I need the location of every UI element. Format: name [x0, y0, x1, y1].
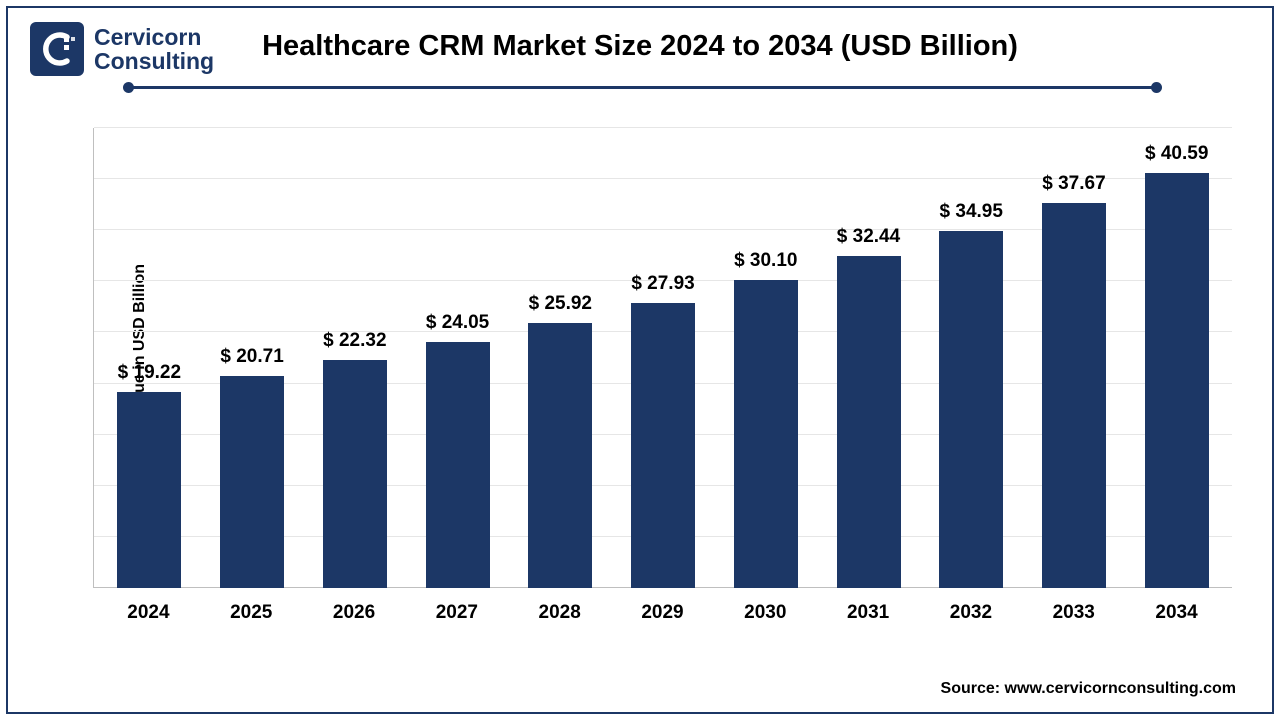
- bar-value-label: $ 40.59: [1145, 143, 1208, 165]
- plot-area: $ 19.22 $ 20.71 $ 22.32 $ 24.05 $ 25.92 $ 27.…: [93, 128, 1232, 588]
- bar-value-label: $ 30.10: [734, 250, 797, 272]
- bar-value-label: $ 20.71: [220, 346, 283, 368]
- bar: [528, 323, 592, 588]
- x-tick-label: 2030: [714, 602, 817, 624]
- title-divider: [128, 86, 1157, 89]
- bar-group: $ 22.32: [303, 330, 406, 588]
- source-attribution: Source: www.cervicornconsulting.com: [941, 680, 1236, 698]
- x-tick-label: 2024: [97, 602, 200, 624]
- x-tick-label: 2025: [200, 602, 303, 624]
- x-axis-labels: 2024202520262027202820292030203120322033…: [93, 602, 1232, 624]
- x-tick-label: 2032: [920, 602, 1023, 624]
- chart-frame: Cervicorn Consulting Healthcare CRM Mark…: [6, 6, 1274, 714]
- bar-group: $ 37.67: [1023, 173, 1126, 588]
- x-tick-label: 2031: [817, 602, 920, 624]
- bar: [939, 231, 1003, 588]
- bar-group: $ 24.05: [406, 312, 509, 588]
- bar-value-label: $ 32.44: [837, 226, 900, 248]
- bar-group: $ 20.71: [201, 346, 304, 588]
- bar: [117, 392, 181, 588]
- bar-group: $ 19.22: [98, 362, 201, 588]
- bar: [323, 360, 387, 588]
- bar: [837, 256, 901, 588]
- x-tick-label: 2034: [1125, 602, 1228, 624]
- bar: [220, 376, 284, 588]
- bar-value-label: $ 25.92: [529, 293, 592, 315]
- x-tick-label: 2027: [405, 602, 508, 624]
- x-tick-label: 2033: [1022, 602, 1125, 624]
- bar-group: $ 40.59: [1125, 143, 1228, 588]
- bar-value-label: $ 22.32: [323, 330, 386, 352]
- bar: [426, 342, 490, 588]
- bar-value-label: $ 34.95: [940, 201, 1003, 223]
- bar-group: $ 25.92: [509, 293, 612, 588]
- chart-title: Healthcare CRM Market Size 2024 to 2034 …: [8, 30, 1272, 63]
- bar: [1145, 173, 1209, 588]
- plot-region: $ 19.22 $ 20.71 $ 22.32 $ 24.05 $ 25.92 $ 27.…: [93, 128, 1232, 616]
- bar-value-label: $ 37.67: [1042, 173, 1105, 195]
- x-tick-label: 2029: [611, 602, 714, 624]
- bar-value-label: $ 24.05: [426, 312, 489, 334]
- bar: [1042, 203, 1106, 588]
- bar: [734, 280, 798, 588]
- x-tick-label: 2026: [303, 602, 406, 624]
- bar: [631, 303, 695, 589]
- bar-group: $ 27.93: [612, 273, 715, 589]
- x-tick-label: 2028: [508, 602, 611, 624]
- bar-value-label: $ 27.93: [631, 273, 694, 295]
- bar-group: $ 30.10: [714, 250, 817, 588]
- bar-group: $ 32.44: [817, 226, 920, 588]
- bar-series: $ 19.22 $ 20.71 $ 22.32 $ 24.05 $ 25.92 $ 27.…: [94, 128, 1232, 588]
- bar-value-label: $ 19.22: [118, 362, 181, 384]
- bar-group: $ 34.95: [920, 201, 1023, 588]
